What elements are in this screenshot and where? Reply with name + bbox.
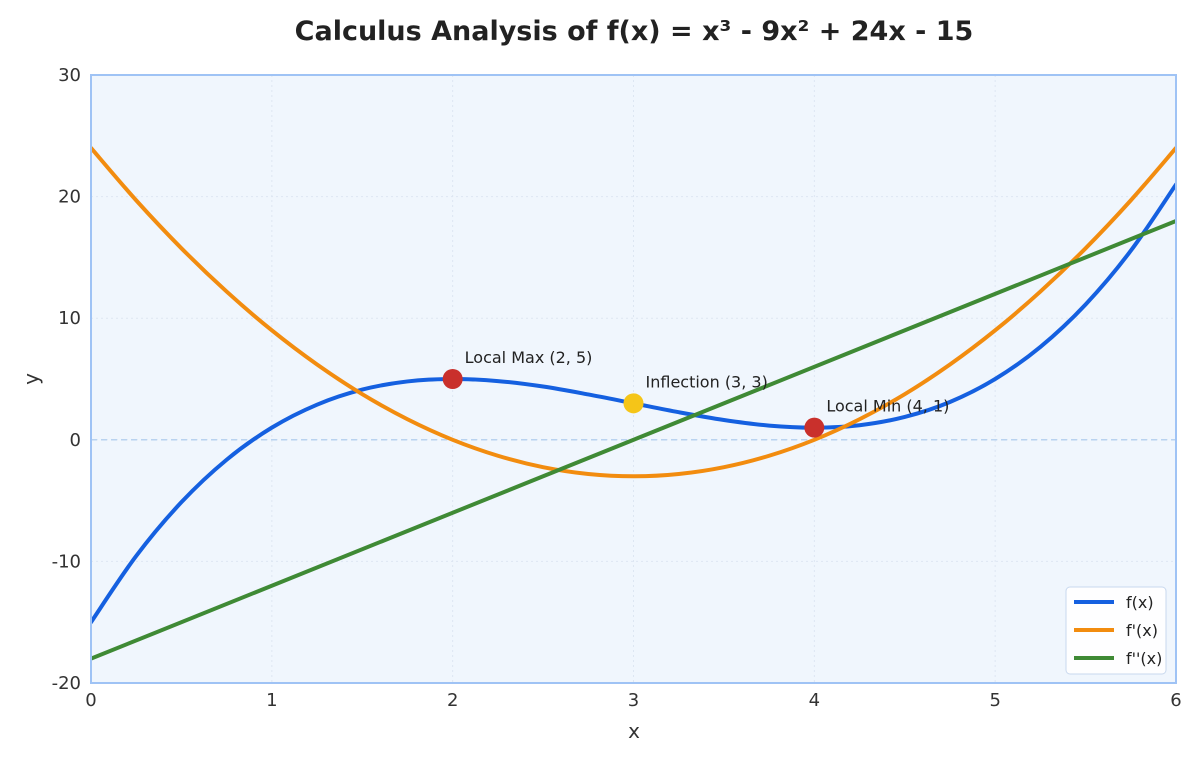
legend-item-f-double-prime-label: f''(x) <box>1126 649 1162 668</box>
x-tick-label: 2 <box>447 690 458 711</box>
chart-title: Calculus Analysis of f(x) = x³ - 9x² + 2… <box>295 16 974 47</box>
x-tick-label: 3 <box>628 690 639 711</box>
local-max-point-label: Local Max (2, 5) <box>465 348 593 367</box>
f-prime-series-line <box>91 145 1176 479</box>
y-tick-label: 30 <box>58 65 81 86</box>
local-min-point <box>804 417 825 438</box>
x-tick-label: 1 <box>266 690 277 711</box>
y-tick-label: -20 <box>52 673 81 694</box>
local-min-point-label: Local Min (4, 1) <box>826 397 949 416</box>
y-tick-label: -10 <box>52 551 81 572</box>
inflection-point-label: Inflection (3, 3) <box>646 372 768 391</box>
f-double-prime-series-line <box>91 218 1176 661</box>
y-tick-label: 0 <box>70 430 81 451</box>
legend: f(x) f'(x) f''(x) <box>1065 586 1167 675</box>
x-tick-label: 6 <box>1170 690 1181 711</box>
x-tick-label: 5 <box>989 690 1000 711</box>
x-tick-label: 0 <box>85 690 96 711</box>
x-axis-label: x <box>628 719 640 743</box>
plot-border <box>90 74 1177 684</box>
local-max-point <box>442 369 463 389</box>
legend-item-f-prime-label: f'(x) <box>1126 621 1158 640</box>
y-tick-label: 20 <box>58 187 81 208</box>
x-tick-label: 4 <box>809 690 820 711</box>
legend-item-f-label: f(x) <box>1126 593 1154 612</box>
y-tick-label: 10 <box>58 308 81 329</box>
legend-box <box>1065 586 1167 675</box>
y-axis-label: y <box>19 373 43 385</box>
inflection-point <box>623 393 644 414</box>
